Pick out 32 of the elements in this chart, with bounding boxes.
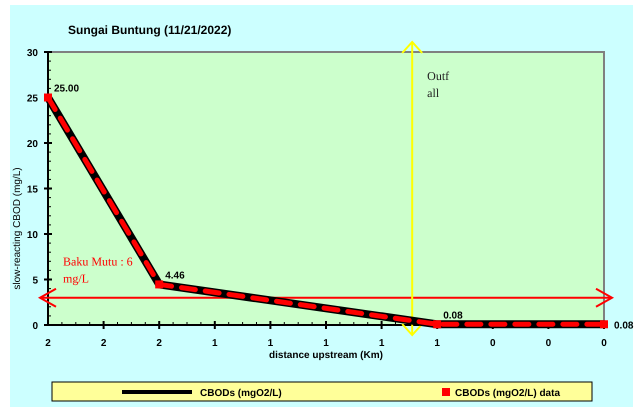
point: [44, 94, 52, 102]
data-label: 4.46: [165, 270, 186, 282]
text: CBODs (mgO2/L): [200, 388, 282, 399]
data-label: 0.08: [614, 320, 634, 332]
x-tick-label: 0: [601, 338, 608, 349]
x-tick-label: 2: [156, 338, 162, 349]
x-tick-label: 0: [546, 338, 552, 349]
point: [433, 320, 442, 328]
y-tick-label: 30: [26, 48, 38, 59]
legend-label: CBODs (mgO2/L) data: [455, 388, 560, 399]
y-tick-label: 20: [26, 139, 38, 150]
y-tick-label: 5: [32, 276, 38, 286]
data-label: 25.00: [54, 84, 80, 94]
y-tick-label: 0: [32, 321, 38, 332]
x-tick-label: 1: [434, 338, 440, 349]
x-tick-label: 1: [378, 338, 385, 349]
x-tick-label: 1: [268, 338, 274, 349]
data-label: 0.08: [443, 310, 464, 322]
point: [155, 280, 164, 288]
x-tick-label: 0: [490, 338, 496, 349]
ref-line-label: Outf all: [427, 69, 450, 100]
y-tick-label: 10: [26, 230, 38, 241]
y-tick-label: 15: [26, 184, 38, 196]
annotation: Baku Mutu : 6 mg/L: [63, 254, 133, 286]
x-tick-label: 1: [323, 338, 330, 349]
x-axis-title: distance upstream (Km): [269, 350, 383, 361]
chart-title: Sungai Buntung (11/21/2022): [68, 23, 232, 37]
y-axis-title: slow-reacting CBOD (mg/L): [12, 167, 23, 290]
y-tick-label: 25: [26, 94, 38, 104]
x-tick-label: 1: [212, 338, 218, 349]
x-tick-label: 2: [100, 338, 107, 349]
x-tick-label: 2: [45, 338, 52, 349]
